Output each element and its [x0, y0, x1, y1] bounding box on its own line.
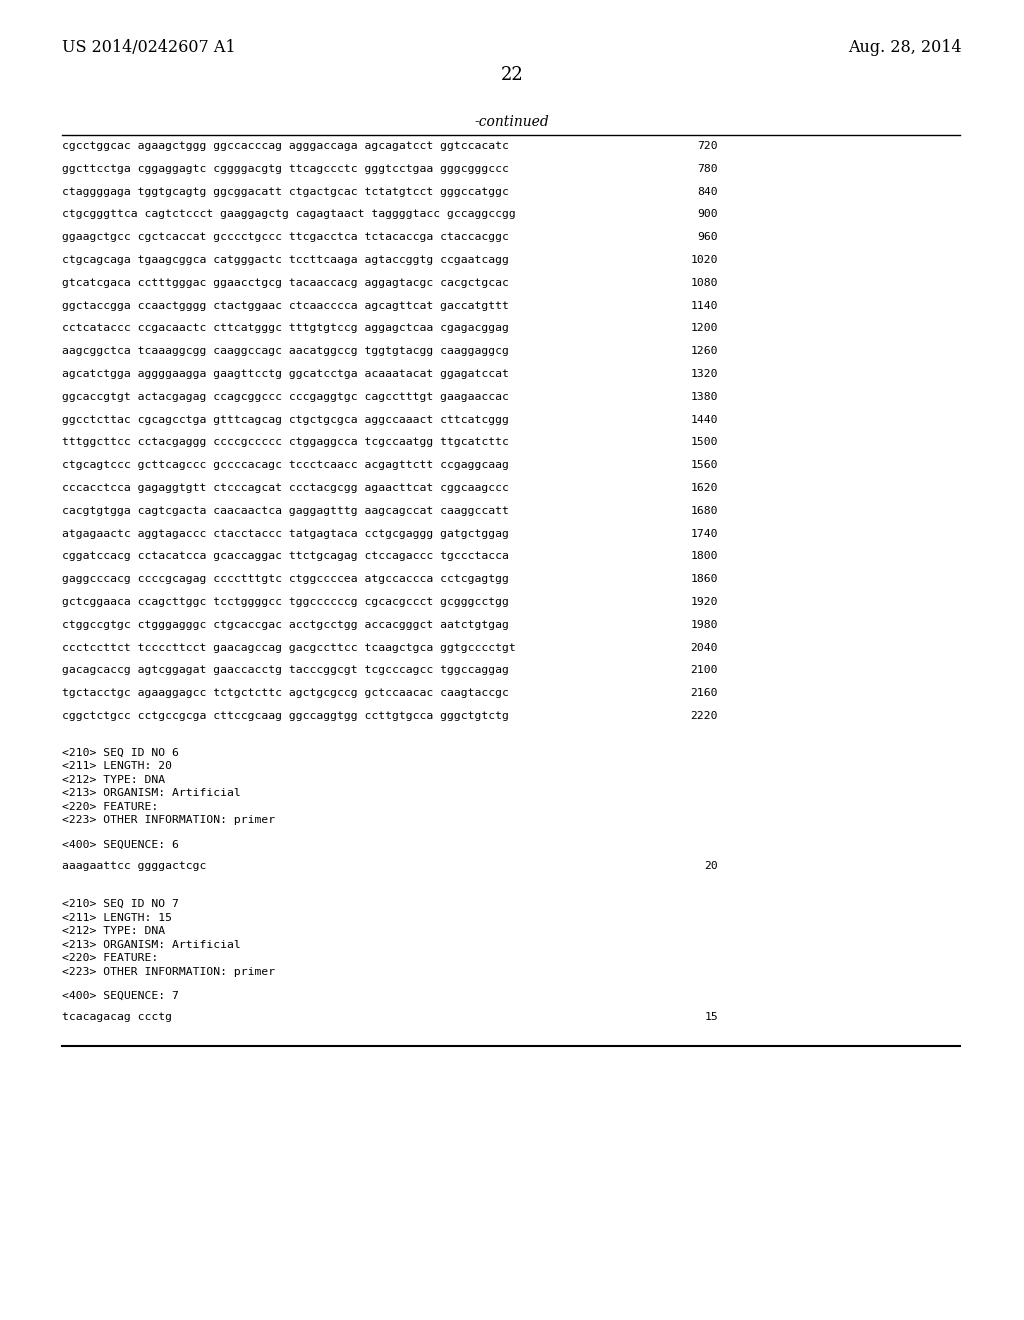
Text: 1920: 1920: [690, 597, 718, 607]
Text: tcacagacag ccctg: tcacagacag ccctg: [62, 1012, 172, 1023]
Text: cctcataccc ccgacaactc cttcatgggc tttgtgtccg aggagctcaa cgagacggag: cctcataccc ccgacaactc cttcatgggc tttgtgt…: [62, 323, 509, 334]
Text: 1260: 1260: [690, 346, 718, 356]
Text: ggcttcctga cggaggagtc cggggacgtg ttcagccctc gggtcctgaa gggcgggccc: ggcttcctga cggaggagtc cggggacgtg ttcagcc…: [62, 164, 509, 174]
Text: gctcggaaca ccagcttggc tcctggggcc tggccccccg cgcacgccct gcgggcctgg: gctcggaaca ccagcttggc tcctggggcc tggcccc…: [62, 597, 509, 607]
Text: agcatctgga aggggaagga gaagttcctg ggcatcctga acaaatacat ggagatccat: agcatctgga aggggaagga gaagttcctg ggcatcc…: [62, 370, 509, 379]
Text: 1740: 1740: [690, 528, 718, 539]
Text: 1380: 1380: [690, 392, 718, 401]
Text: 2100: 2100: [690, 665, 718, 676]
Text: 780: 780: [697, 164, 718, 174]
Text: cccacctcca gagaggtgtt ctcccagcat ccctacgcgg agaacttcat cggcaagccc: cccacctcca gagaggtgtt ctcccagcat ccctacg…: [62, 483, 509, 492]
Text: 15: 15: [705, 1012, 718, 1023]
Text: ggcctcttac cgcagcctga gtttcagcag ctgctgcgca aggccaaact cttcatcggg: ggcctcttac cgcagcctga gtttcagcag ctgctgc…: [62, 414, 509, 425]
Text: gacagcaccg agtcggagat gaaccacctg tacccggcgt tcgcccagcc tggccaggag: gacagcaccg agtcggagat gaaccacctg tacccgg…: [62, 665, 509, 676]
Text: gtcatcgaca cctttgggac ggaacctgcg tacaaccacg aggagtacgc cacgctgcac: gtcatcgaca cctttgggac ggaacctgcg tacaacc…: [62, 277, 509, 288]
Text: 1440: 1440: [690, 414, 718, 425]
Text: aagcggctca tcaaaggcgg caaggccagc aacatggccg tggtgtacgg caaggaggcg: aagcggctca tcaaaggcgg caaggccagc aacatgg…: [62, 346, 509, 356]
Text: 1500: 1500: [690, 437, 718, 447]
Text: 900: 900: [697, 210, 718, 219]
Text: 20: 20: [705, 861, 718, 871]
Text: ccctccttct tccccttcct gaacagccag gacgccttcc tcaagctgca ggtgcccctgt: ccctccttct tccccttcct gaacagccag gacgcct…: [62, 643, 516, 652]
Text: -continued: -continued: [475, 115, 549, 129]
Text: ggaagctgcc cgctcaccat gcccctgccc ttcgacctca tctacaccga ctaccacggc: ggaagctgcc cgctcaccat gcccctgccc ttcgacc…: [62, 232, 509, 242]
Text: ctgcagcaga tgaagcggca catgggactc tccttcaaga agtaccggtg ccgaatcagg: ctgcagcaga tgaagcggca catgggactc tccttca…: [62, 255, 509, 265]
Text: 960: 960: [697, 232, 718, 242]
Text: 720: 720: [697, 141, 718, 150]
Text: <400> SEQUENCE: 7: <400> SEQUENCE: 7: [62, 991, 179, 1001]
Text: 1680: 1680: [690, 506, 718, 516]
Text: 2220: 2220: [690, 711, 718, 721]
Text: cggatccacg cctacatcca gcaccaggac ttctgcagag ctccagaccc tgccctacca: cggatccacg cctacatcca gcaccaggac ttctgca…: [62, 552, 509, 561]
Text: 1140: 1140: [690, 301, 718, 310]
Text: <213> ORGANISM: Artificial: <213> ORGANISM: Artificial: [62, 940, 241, 949]
Text: <212> TYPE: DNA: <212> TYPE: DNA: [62, 927, 165, 936]
Text: ggctaccgga ccaactgggg ctactggaac ctcaacccca agcagttcat gaccatgttt: ggctaccgga ccaactgggg ctactggaac ctcaacc…: [62, 301, 509, 310]
Text: tgctacctgc agaaggagcc tctgctcttc agctgcgccg gctccaacac caagtaccgc: tgctacctgc agaaggagcc tctgctcttc agctgcg…: [62, 688, 509, 698]
Text: ctaggggaga tggtgcagtg ggcggacatt ctgactgcac tctatgtcct gggccatggc: ctaggggaga tggtgcagtg ggcggacatt ctgactg…: [62, 186, 509, 197]
Text: 2160: 2160: [690, 688, 718, 698]
Text: atgagaactc aggtagaccc ctacctaccc tatgagtaca cctgcgaggg gatgctggag: atgagaactc aggtagaccc ctacctaccc tatgagt…: [62, 528, 509, 539]
Text: 840: 840: [697, 186, 718, 197]
Text: 1980: 1980: [690, 620, 718, 630]
Text: <210> SEQ ID NO 6: <210> SEQ ID NO 6: [62, 748, 179, 758]
Text: tttggcttcc cctacgaggg ccccgccccc ctggaggcca tcgccaatgg ttgcatcttc: tttggcttcc cctacgaggg ccccgccccc ctggagg…: [62, 437, 509, 447]
Text: ctgcagtccc gcttcagccc gccccacagc tccctcaacc acgagttctt ccgaggcaag: ctgcagtccc gcttcagccc gccccacagc tccctca…: [62, 461, 509, 470]
Text: cacgtgtgga cagtcgacta caacaactca gaggagtttg aagcagccat caaggccatt: cacgtgtgga cagtcgacta caacaactca gaggagt…: [62, 506, 509, 516]
Text: ctgcgggttca cagtctccct gaaggagctg cagagtaact taggggtacc gccaggccgg: ctgcgggttca cagtctccct gaaggagctg cagagt…: [62, 210, 516, 219]
Text: cggctctgcc cctgccgcga cttccgcaag ggccaggtgg ccttgtgcca gggctgtctg: cggctctgcc cctgccgcga cttccgcaag ggccagg…: [62, 711, 509, 721]
Text: ggcaccgtgt actacgagag ccagcggccc cccgaggtgc cagcctttgt gaagaaccac: ggcaccgtgt actacgagag ccagcggccc cccgagg…: [62, 392, 509, 401]
Text: <220> FEATURE:: <220> FEATURE:: [62, 953, 159, 964]
Text: <400> SEQUENCE: 6: <400> SEQUENCE: 6: [62, 840, 179, 850]
Text: 22: 22: [501, 66, 523, 84]
Text: <220> FEATURE:: <220> FEATURE:: [62, 801, 159, 812]
Text: <223> OTHER INFORMATION: primer: <223> OTHER INFORMATION: primer: [62, 816, 275, 825]
Text: <223> OTHER INFORMATION: primer: <223> OTHER INFORMATION: primer: [62, 966, 275, 977]
Text: <210> SEQ ID NO 7: <210> SEQ ID NO 7: [62, 899, 179, 909]
Text: 1320: 1320: [690, 370, 718, 379]
Text: 1560: 1560: [690, 461, 718, 470]
Text: <213> ORGANISM: Artificial: <213> ORGANISM: Artificial: [62, 788, 241, 799]
Text: ctggccgtgc ctgggagggc ctgcaccgac acctgcctgg accacgggct aatctgtgag: ctggccgtgc ctgggagggc ctgcaccgac acctgcc…: [62, 620, 509, 630]
Text: <211> LENGTH: 15: <211> LENGTH: 15: [62, 912, 172, 923]
Text: gaggcccacg ccccgcagag cccctttgtc ctggccccea atgccaccca cctcgagtgg: gaggcccacg ccccgcagag cccctttgtc ctggccc…: [62, 574, 509, 585]
Text: 1200: 1200: [690, 323, 718, 334]
Text: cgcctggcac agaagctggg ggccacccag agggaccaga agcagatcct ggtccacatc: cgcctggcac agaagctggg ggccacccag agggacc…: [62, 141, 509, 150]
Text: aaagaattcc ggggactcgc: aaagaattcc ggggactcgc: [62, 861, 207, 871]
Text: 1020: 1020: [690, 255, 718, 265]
Text: 1080: 1080: [690, 277, 718, 288]
Text: Aug. 28, 2014: Aug. 28, 2014: [848, 40, 962, 57]
Text: 1800: 1800: [690, 552, 718, 561]
Text: 1620: 1620: [690, 483, 718, 492]
Text: <211> LENGTH: 20: <211> LENGTH: 20: [62, 762, 172, 771]
Text: 1860: 1860: [690, 574, 718, 585]
Text: US 2014/0242607 A1: US 2014/0242607 A1: [62, 40, 236, 57]
Text: <212> TYPE: DNA: <212> TYPE: DNA: [62, 775, 165, 785]
Text: 2040: 2040: [690, 643, 718, 652]
